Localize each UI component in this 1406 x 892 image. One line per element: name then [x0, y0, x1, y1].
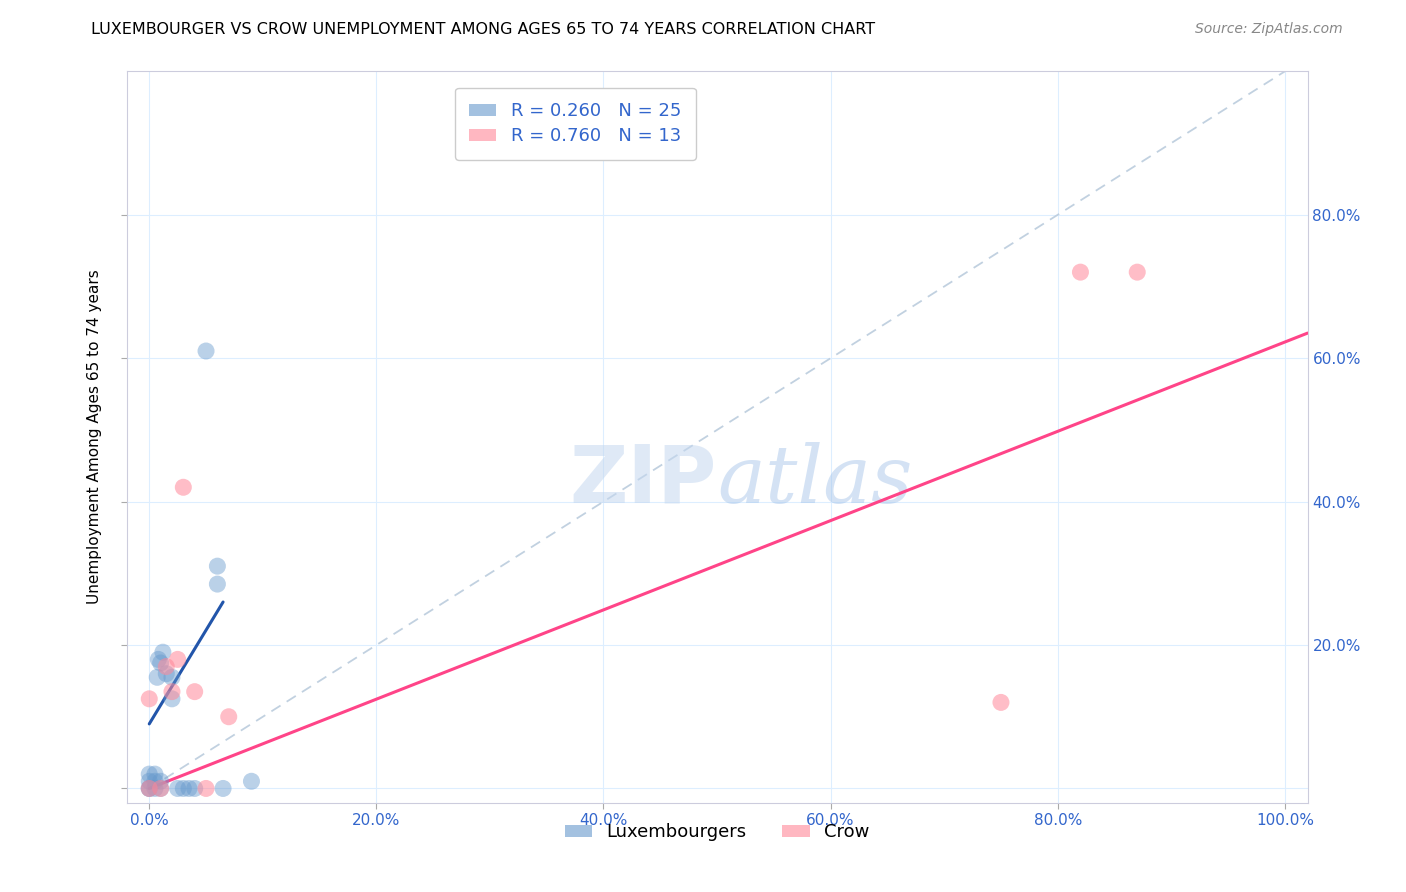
Point	[160, 670, 183, 684]
Point	[146, 670, 169, 684]
Point	[183, 781, 205, 796]
Point	[1126, 265, 1149, 279]
Point	[177, 781, 200, 796]
Point	[143, 781, 166, 796]
Point	[218, 710, 240, 724]
Point	[138, 774, 160, 789]
Point	[143, 767, 166, 781]
Point	[195, 781, 218, 796]
Point	[160, 691, 183, 706]
Text: Source: ZipAtlas.com: Source: ZipAtlas.com	[1195, 22, 1343, 37]
Point	[990, 695, 1012, 709]
Point	[183, 684, 205, 698]
Point	[138, 767, 160, 781]
Point	[138, 781, 160, 796]
Point	[212, 781, 235, 796]
Text: atlas: atlas	[717, 442, 912, 520]
Point	[172, 781, 194, 796]
Point	[155, 666, 177, 681]
Point	[138, 691, 160, 706]
Point	[152, 645, 174, 659]
Point	[148, 652, 170, 666]
Point	[195, 344, 218, 359]
Point	[138, 781, 160, 796]
Point	[143, 774, 166, 789]
Point	[160, 684, 183, 698]
Point	[207, 559, 229, 574]
Point	[138, 781, 160, 796]
Point	[172, 480, 194, 494]
Y-axis label: Unemployment Among Ages 65 to 74 years: Unemployment Among Ages 65 to 74 years	[87, 269, 103, 605]
Point	[207, 577, 229, 591]
Point	[1069, 265, 1091, 279]
Point	[149, 781, 172, 796]
Point	[149, 781, 172, 796]
Point	[166, 652, 188, 666]
Point	[166, 781, 188, 796]
Point	[155, 659, 177, 673]
Text: ZIP: ZIP	[569, 442, 717, 520]
Point	[149, 656, 172, 670]
Point	[149, 774, 172, 789]
Text: LUXEMBOURGER VS CROW UNEMPLOYMENT AMONG AGES 65 TO 74 YEARS CORRELATION CHART: LUXEMBOURGER VS CROW UNEMPLOYMENT AMONG …	[91, 22, 876, 37]
Legend: Luxembourgers, Crow: Luxembourgers, Crow	[558, 816, 876, 848]
Point	[240, 774, 263, 789]
